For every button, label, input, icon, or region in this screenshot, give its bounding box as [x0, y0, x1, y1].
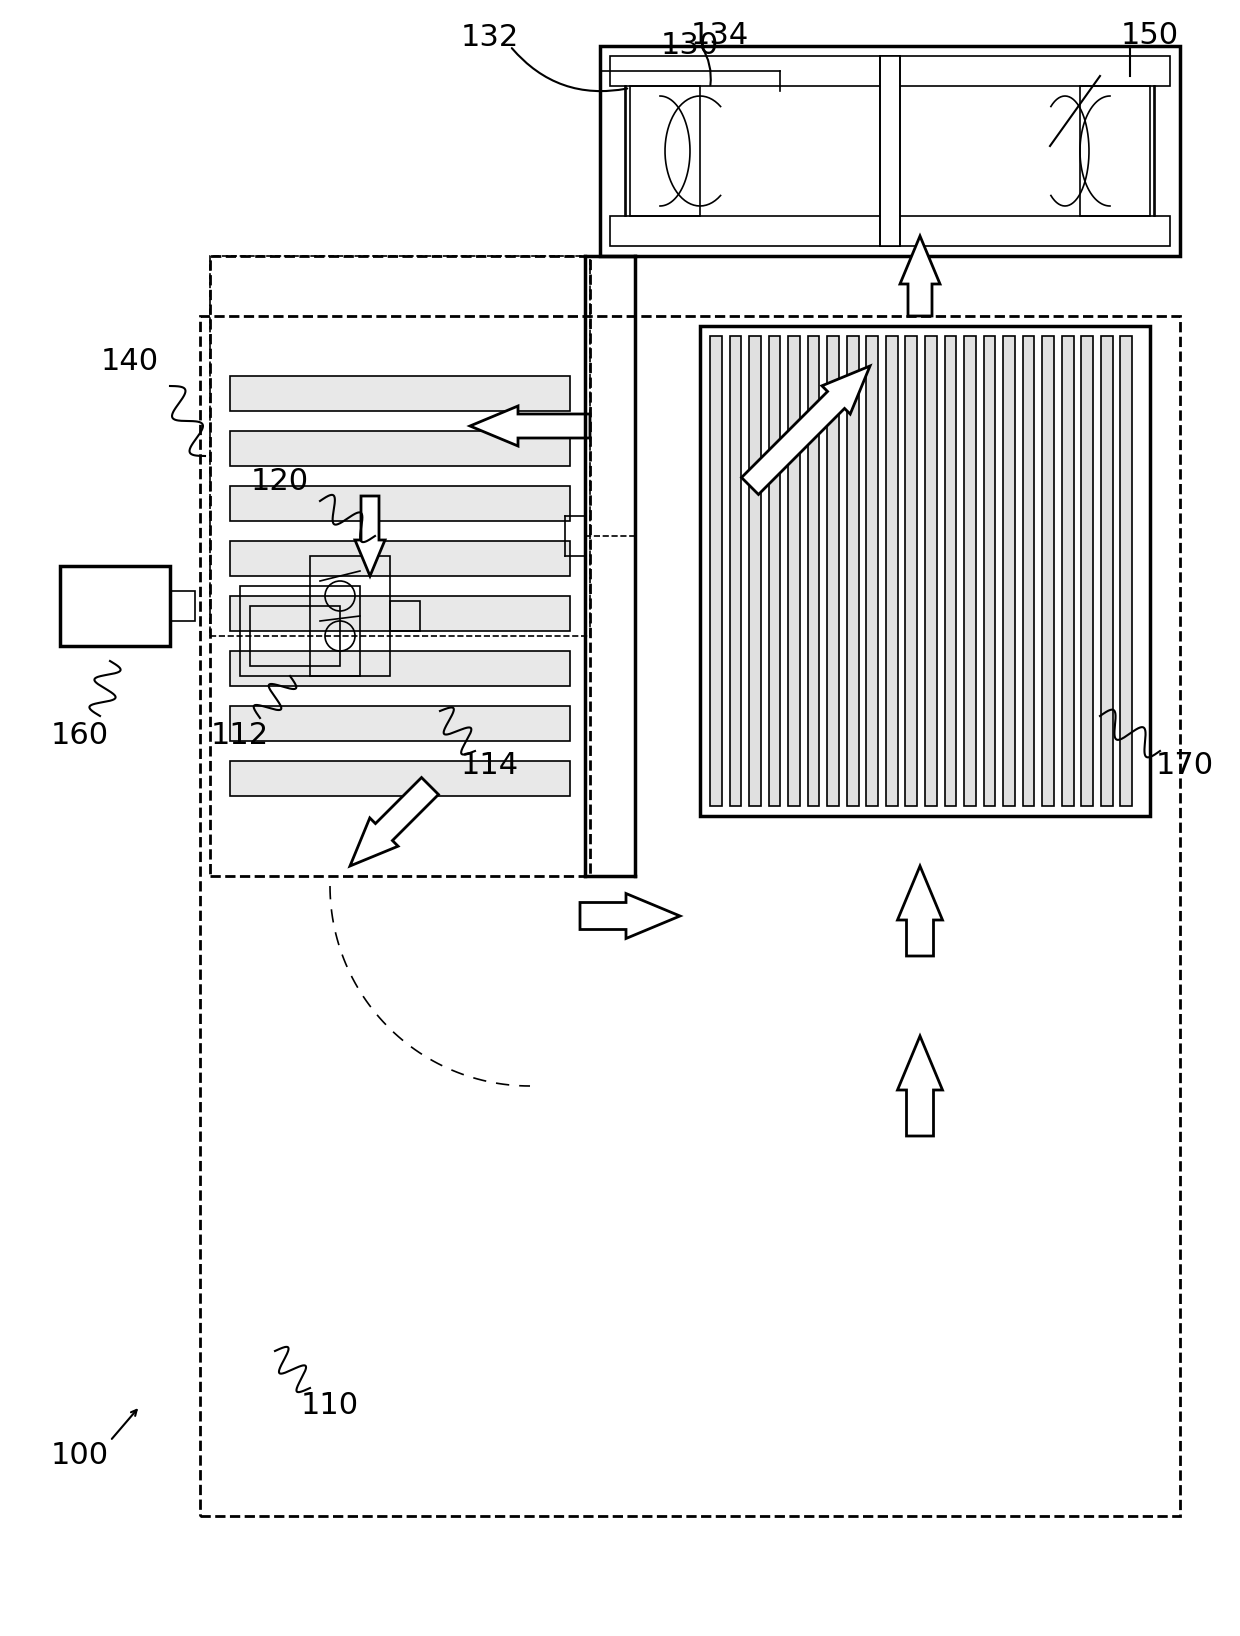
Text: 150: 150 — [1121, 21, 1179, 51]
Bar — [963, 335, 976, 807]
Bar — [210, 255, 590, 636]
Polygon shape — [742, 366, 870, 494]
Bar — [1121, 335, 1132, 807]
Text: 120: 120 — [250, 466, 309, 496]
Bar — [729, 335, 742, 807]
Bar — [229, 596, 570, 631]
Bar — [1080, 87, 1149, 216]
Text: 170: 170 — [1156, 751, 1214, 780]
Text: 100: 100 — [51, 1441, 109, 1471]
Polygon shape — [580, 893, 680, 939]
Bar — [229, 761, 570, 797]
Bar — [600, 46, 1180, 255]
Bar — [229, 651, 570, 685]
Bar — [229, 430, 570, 466]
Text: 130: 130 — [661, 31, 719, 61]
Bar — [250, 605, 340, 666]
Text: 110: 110 — [301, 1392, 360, 1420]
Bar — [391, 600, 420, 631]
Bar — [925, 335, 936, 807]
Bar — [200, 316, 1180, 1517]
Bar — [229, 707, 570, 741]
Bar — [1003, 335, 1014, 807]
Bar — [60, 566, 170, 646]
Bar — [310, 556, 391, 676]
Bar — [945, 335, 956, 807]
Polygon shape — [350, 777, 439, 865]
Bar — [711, 335, 722, 807]
Bar — [807, 335, 820, 807]
Text: 114: 114 — [461, 751, 520, 780]
Bar — [229, 542, 570, 576]
Bar — [1061, 335, 1074, 807]
Bar — [701, 326, 1149, 816]
Text: 160: 160 — [51, 721, 109, 751]
Text: 132: 132 — [461, 23, 520, 52]
Bar — [1023, 335, 1034, 807]
Bar — [210, 255, 590, 875]
Bar — [610, 216, 1171, 245]
Bar — [769, 335, 780, 807]
Bar — [1081, 335, 1094, 807]
Polygon shape — [900, 236, 940, 316]
Bar — [749, 335, 761, 807]
Text: 134: 134 — [691, 21, 749, 51]
Bar — [867, 335, 878, 807]
Bar — [1101, 335, 1112, 807]
Bar — [241, 586, 360, 676]
Bar — [847, 335, 858, 807]
Bar — [885, 335, 898, 807]
Bar — [229, 486, 570, 520]
Bar — [905, 335, 918, 807]
Text: 112: 112 — [211, 721, 269, 751]
Polygon shape — [898, 865, 942, 955]
Bar — [789, 335, 800, 807]
Bar — [827, 335, 839, 807]
Bar — [983, 335, 996, 807]
Polygon shape — [898, 1036, 942, 1135]
Bar — [1043, 335, 1054, 807]
Polygon shape — [355, 496, 384, 576]
Bar — [229, 376, 570, 411]
Polygon shape — [470, 406, 590, 447]
Bar — [880, 56, 900, 245]
Bar — [630, 87, 701, 216]
Bar — [610, 56, 1171, 87]
Bar — [170, 591, 195, 622]
Text: 140: 140 — [100, 347, 159, 376]
